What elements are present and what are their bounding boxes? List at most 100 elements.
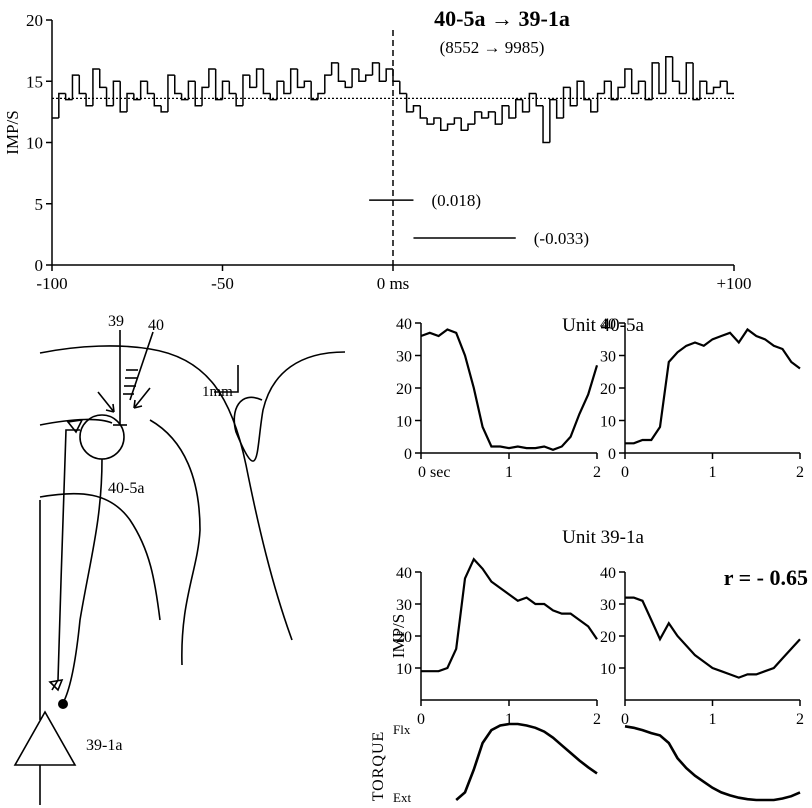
histogram-step: [480, 111, 489, 119]
histogram-step: [678, 81, 687, 95]
y-tick-label: Flx: [393, 722, 411, 737]
histogram-step: [719, 80, 728, 88]
y-tick-label: Ext: [393, 790, 411, 805]
histogram-step: [412, 105, 421, 112]
y-tick-label: 10: [396, 661, 412, 678]
histogram-step: [364, 74, 373, 82]
panel-title: Unit 39-1a: [562, 527, 644, 548]
histogram-step: [296, 69, 305, 89]
histogram-step: [180, 93, 189, 101]
interval-label: (-0.033): [534, 229, 589, 248]
histogram-step: [98, 69, 107, 89]
histogram-step: [453, 117, 462, 125]
histogram-step: [433, 117, 441, 125]
x-tick-label: -50: [211, 274, 234, 293]
y-axis-label: IMP/S: [389, 614, 408, 658]
interval-label: (0.018): [431, 191, 481, 210]
y-tick-label: 40: [396, 316, 412, 333]
histogram-step: [671, 56, 680, 82]
histogram-step: [208, 68, 216, 88]
histogram-step: [228, 81, 237, 95]
histogram-step: [221, 80, 230, 100]
histogram-step: [426, 118, 434, 125]
histogram-step: [610, 81, 619, 101]
circuit: 40-5a 39-1a: [13, 414, 144, 805]
y-tick-label: 10: [600, 414, 616, 431]
y-tick-label: 20: [600, 629, 616, 646]
x-tick-label: 0 sec: [418, 464, 450, 481]
x-tick-label: 0: [417, 711, 425, 728]
y-tick-label: 10: [600, 661, 616, 678]
histogram-step: [262, 69, 271, 95]
y-tick-label: 5: [35, 195, 44, 214]
histogram-step: [596, 92, 605, 112]
y-tick-label: 20: [396, 381, 412, 398]
y-tick-label: 10: [396, 414, 412, 431]
histogram-step: [685, 62, 694, 94]
y-tick-label: 30: [600, 597, 616, 614]
histogram-step: [726, 81, 734, 95]
histogram-step: [330, 62, 339, 76]
histogram-step: [310, 81, 318, 101]
histogram-step: [283, 81, 291, 95]
x-tick-label: 1: [709, 711, 717, 728]
histogram-step: [58, 92, 66, 118]
histogram-step: [303, 80, 312, 88]
histogram-step: [289, 68, 298, 94]
histogram-step: [276, 80, 284, 100]
histogram-step: [105, 87, 114, 107]
histogram-step: [644, 81, 653, 101]
histogram-step: [569, 87, 578, 107]
histogram-step: [167, 74, 175, 112]
histogram-step: [324, 74, 332, 94]
histogram-step: [651, 62, 659, 100]
histogram-step: [467, 123, 475, 131]
histogram-step: [78, 75, 87, 95]
histogram-step: [521, 99, 530, 113]
histogram-step: [351, 68, 359, 88]
rate-line: [625, 596, 801, 679]
histogram-step: [119, 81, 128, 113]
scale-label: 1mm: [202, 384, 233, 400]
y-tick-label: 20: [26, 11, 43, 30]
histogram-step: [153, 93, 162, 107]
histogram-step: [617, 86, 625, 100]
histogram-step: [501, 105, 509, 125]
histogram-step: [71, 74, 80, 100]
histogram-step: [637, 80, 646, 94]
y-tick-label: 20: [600, 381, 616, 398]
histogram-step: [712, 86, 721, 94]
y-tick-label: 20: [396, 629, 412, 646]
panel-title: Unit 40-5a: [562, 315, 644, 336]
y-tick-label: 40: [396, 565, 412, 582]
histogram-step: [692, 62, 700, 101]
histogram-step: [535, 93, 544, 107]
y-tick-label: 0: [404, 446, 412, 463]
histogram-step: [590, 99, 598, 113]
torque-trace: [455, 722, 598, 801]
histogram-step: [201, 86, 209, 106]
histogram-step: [160, 105, 168, 113]
x-tick-label: -100: [36, 274, 67, 293]
histogram-step: [474, 111, 482, 125]
y-tick-label: 30: [396, 597, 412, 614]
x-tick-label: 0: [621, 711, 629, 728]
histogram-step: [508, 105, 516, 119]
x-tick-label: +100: [716, 274, 751, 293]
histogram-step: [269, 93, 278, 101]
histogram-step: [317, 92, 325, 100]
x-tick-label: 0 ms: [377, 274, 410, 293]
histogram-step: [562, 86, 571, 118]
x-tick-label: 1: [505, 711, 513, 728]
rate-line: [625, 327, 801, 445]
histogram-step: [446, 123, 455, 131]
histogram-step: [249, 75, 257, 89]
histogram-step: [460, 118, 469, 131]
histogram-step: [705, 81, 714, 95]
histogram-step: [576, 80, 584, 106]
histogram-step: [371, 62, 380, 76]
rate-line: [421, 557, 598, 673]
histogram-step: [549, 98, 557, 143]
